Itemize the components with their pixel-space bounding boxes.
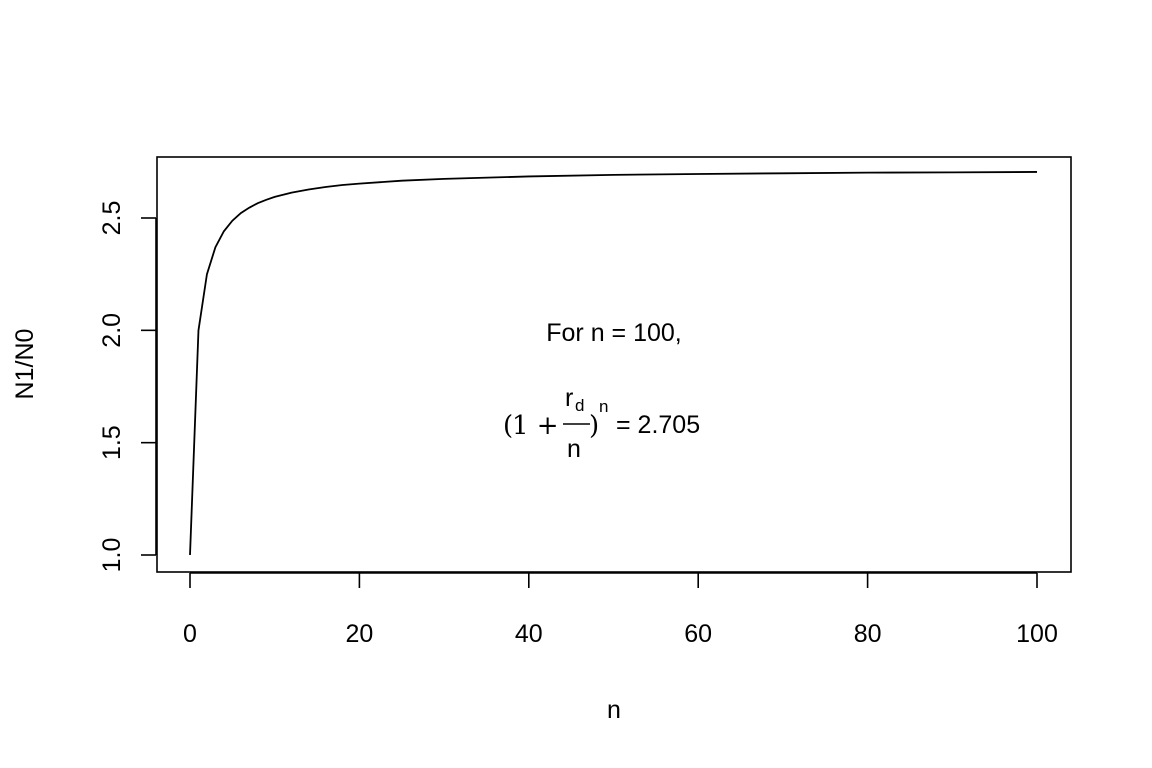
x-tick-label: 80 [854, 620, 882, 648]
annotation-value: = 2.705 [616, 411, 700, 439]
annotation-exponent: n [599, 397, 608, 416]
x-tick-label: 0 [183, 620, 197, 648]
x-axis-title: n [607, 696, 621, 724]
plot-frame [156, 156, 1072, 573]
annotation-n-denominator: n [567, 435, 581, 463]
annotation-close-paren: ) [589, 411, 599, 441]
y-axis-title: N1/N0 [11, 329, 39, 400]
x-tick-label: 20 [345, 620, 373, 648]
x-tick-label: 40 [515, 620, 543, 648]
annotation: For n = 100, ( 1 + r d n ) n = 2.705 [503, 319, 700, 463]
annotation-d: d [575, 396, 584, 415]
x-tick-label: 100 [1016, 620, 1058, 648]
y-tick-label: 2.0 [98, 313, 126, 348]
y-tick-label: 1.0 [98, 538, 126, 573]
series-line [189, 171, 1038, 556]
x-tick-label: 60 [684, 620, 712, 648]
annotation-one-plus: 1 + [512, 411, 559, 441]
annotation-open-paren: ( [503, 411, 513, 441]
annotation-line1: For n = 100, [546, 319, 682, 347]
y-axis: 1.0 1.5 2.0 2.5 [98, 201, 157, 573]
y-tick-label: 2.5 [98, 201, 126, 236]
x-axis: 0 20 40 60 80 100 [183, 572, 1058, 648]
y-tick-label: 1.5 [98, 425, 126, 460]
annotation-r: r [565, 384, 573, 412]
